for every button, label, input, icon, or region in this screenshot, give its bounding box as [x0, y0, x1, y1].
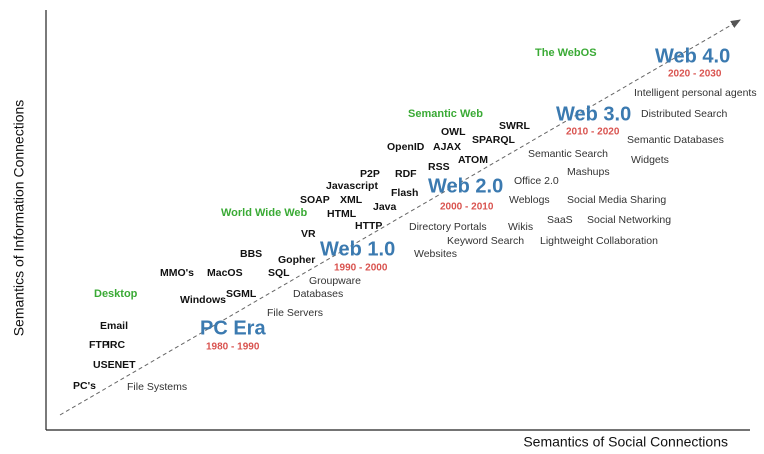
era-name: Web 1.0: [320, 238, 395, 260]
concept: File Systems: [127, 381, 187, 393]
era-name: Web 4.0: [655, 45, 730, 67]
era-name: Web 2.0: [428, 175, 503, 197]
concept: Intelligent personal agents: [634, 87, 757, 99]
concept: Lightweight Collaboration: [540, 235, 658, 247]
y-axis-label: Semantics of Information Connections: [11, 100, 27, 337]
technology: PC's: [73, 380, 96, 392]
technology: SQL: [268, 267, 290, 279]
technology: OWL: [441, 126, 466, 138]
theme-label: Semantic Web: [408, 108, 483, 120]
theme-label: World Wide Web: [221, 207, 308, 219]
technology: Email: [100, 320, 128, 332]
concept: File Servers: [267, 307, 323, 319]
era-name: Web 3.0: [556, 103, 631, 125]
technology: SPARQL: [472, 134, 516, 146]
theme-label: Desktop: [94, 288, 138, 300]
concept: Keyword Search: [447, 235, 524, 247]
technology: VR: [301, 228, 316, 240]
technology: SWRL: [499, 120, 530, 132]
concept: SaaS: [547, 214, 573, 226]
concept: Semantic Databases: [627, 134, 724, 146]
technology: FTP: [89, 339, 109, 351]
concept: Websites: [414, 248, 457, 260]
era-name: PC Era: [200, 317, 266, 339]
concept: Wikis: [508, 221, 533, 233]
technology: Gopher: [278, 254, 315, 266]
technology: IRC: [107, 339, 126, 351]
technology: RDF: [395, 168, 417, 180]
technology: BBS: [240, 248, 262, 260]
technology: OpenID: [387, 141, 425, 153]
concept: Semantic Search: [528, 148, 608, 160]
technology: MacOS: [207, 267, 243, 279]
technology: HTML: [327, 208, 357, 220]
concept: Widgets: [631, 154, 669, 166]
trend-arrow: [59, 19, 741, 416]
era-dates: 1990 - 2000: [334, 263, 388, 274]
concept: Directory Portals: [409, 221, 487, 233]
technology: P2P: [360, 168, 380, 180]
concept: Weblogs: [509, 194, 550, 206]
technology: SGML: [226, 288, 257, 300]
era-dates: 2020 - 2030: [668, 69, 722, 80]
era-dates: 2010 - 2020: [566, 127, 620, 138]
era-dates: 1980 - 1990: [206, 342, 260, 353]
concept: Databases: [293, 288, 343, 300]
x-axis-label: Semantics of Social Connections: [523, 434, 728, 450]
technology: Windows: [180, 294, 226, 306]
era-dates: 2000 - 2010: [440, 202, 494, 213]
concept: Groupware: [309, 275, 361, 287]
technology: HTTP: [355, 220, 382, 232]
concept: Social Media Sharing: [567, 194, 666, 206]
concept: Office 2.0: [514, 175, 559, 187]
concept: Mashups: [567, 166, 610, 178]
technology: Java: [373, 201, 397, 213]
technology: Javascript: [326, 180, 378, 192]
concept: Distributed Search: [641, 108, 728, 120]
technology: USENET: [93, 359, 136, 371]
technology: ATOM: [458, 154, 488, 166]
technology: XML: [340, 194, 363, 206]
theme-label: The WebOS: [535, 47, 597, 59]
technology: SOAP: [300, 194, 330, 206]
concept: Social Networking: [587, 214, 671, 226]
technology: MMO's: [160, 267, 194, 279]
technology: AJAX: [433, 141, 461, 153]
technology: Flash: [391, 187, 418, 199]
technology: RSS: [428, 161, 450, 173]
